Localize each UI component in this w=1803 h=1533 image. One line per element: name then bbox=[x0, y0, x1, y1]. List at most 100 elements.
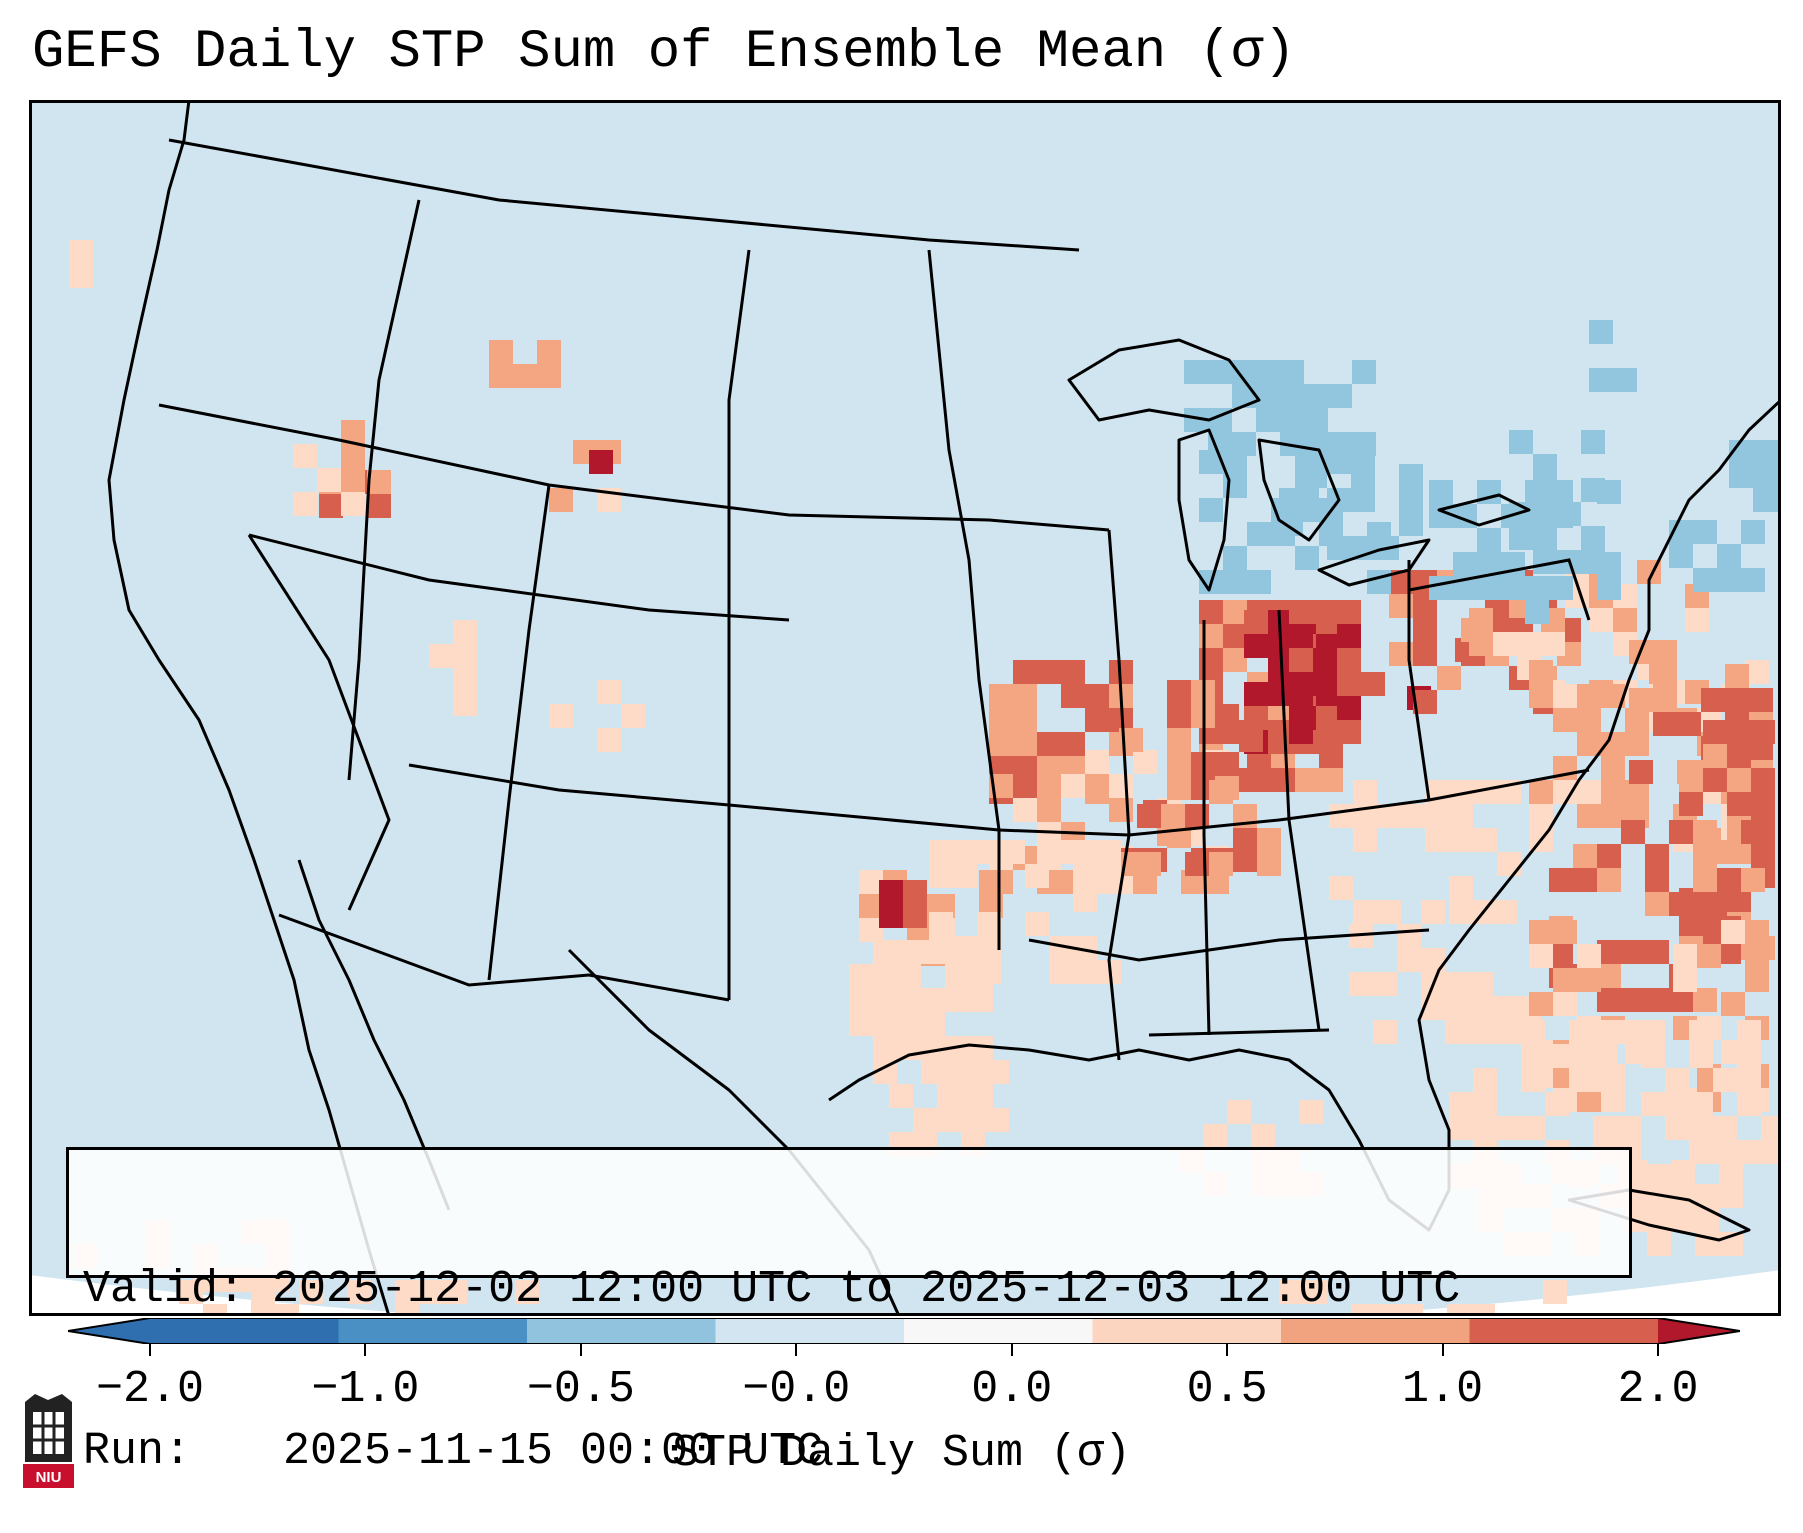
anomaly-cell bbox=[1679, 768, 1703, 792]
anomaly-cell bbox=[1577, 968, 1601, 992]
anomaly-cell bbox=[977, 960, 1001, 984]
anomaly-cell bbox=[1529, 944, 1553, 968]
anomaly-cell bbox=[1001, 840, 1025, 864]
anomaly-cell bbox=[1337, 672, 1361, 696]
anomaly-cell bbox=[1351, 488, 1375, 512]
anomaly-cell bbox=[1449, 1116, 1473, 1140]
anomaly-cell bbox=[1013, 756, 1037, 780]
anomaly-cell bbox=[879, 904, 903, 928]
anomaly-cell bbox=[1593, 1020, 1617, 1044]
colorbar-tick-label: −1.0 bbox=[311, 1364, 420, 1415]
anomaly-cell bbox=[1597, 844, 1621, 868]
anomaly-cell bbox=[1589, 368, 1613, 392]
anomaly-cell bbox=[419, 1280, 443, 1304]
anomaly-cell bbox=[1621, 820, 1645, 844]
anomaly-cell bbox=[1549, 576, 1573, 600]
anomaly-cell bbox=[1473, 1092, 1497, 1116]
anomaly-cell bbox=[1353, 780, 1377, 804]
border-row-7 bbox=[1148, 1028, 1330, 1037]
border-row-1 bbox=[158, 403, 1110, 532]
anomaly-cell bbox=[1753, 464, 1777, 488]
anomaly-cell bbox=[1593, 1044, 1617, 1068]
colorbar-tick-mark bbox=[1226, 1344, 1229, 1356]
anomaly-cell bbox=[989, 732, 1013, 756]
valid-value: 2025-12-02 12:00 UTC to 2025-12-03 12:00… bbox=[272, 1264, 1461, 1315]
anomaly-cell bbox=[1437, 666, 1461, 690]
anomaly-cell bbox=[1529, 660, 1553, 684]
anomaly-cell bbox=[1497, 1020, 1521, 1044]
anomaly-cell bbox=[1329, 804, 1353, 828]
anomaly-cell bbox=[1257, 852, 1281, 876]
anomaly-cell bbox=[1037, 774, 1061, 798]
anomaly-cell bbox=[1753, 488, 1777, 512]
valid-label: Valid: bbox=[83, 1264, 246, 1315]
anomaly-cell bbox=[1397, 948, 1421, 972]
anomaly-cell bbox=[849, 964, 873, 988]
anomaly-cell bbox=[985, 1108, 1009, 1132]
anomaly-cell bbox=[1133, 750, 1157, 774]
anomaly-cell bbox=[945, 988, 969, 1012]
anomaly-cell bbox=[1545, 1092, 1569, 1116]
anomaly-cell bbox=[1581, 478, 1605, 502]
anomaly-cell bbox=[1593, 1116, 1617, 1140]
colorbar-segments bbox=[68, 1318, 1740, 1344]
anomaly-cell bbox=[1223, 570, 1247, 594]
anomaly-cell bbox=[921, 1036, 945, 1060]
anomaly-cell bbox=[1469, 996, 1493, 1020]
anomaly-cell bbox=[1425, 828, 1449, 852]
anomaly-cell bbox=[1653, 688, 1677, 712]
colorbar-tick-mark bbox=[149, 1344, 151, 1356]
anomaly-cell bbox=[1701, 688, 1725, 712]
colorbar-tick-label: 1.0 bbox=[1402, 1364, 1484, 1415]
anomaly-cell bbox=[1013, 660, 1037, 684]
anomaly-cell bbox=[1469, 632, 1493, 656]
anomaly-cell bbox=[1184, 360, 1208, 384]
anomaly-cell bbox=[1413, 618, 1437, 642]
anomaly-cell bbox=[873, 940, 897, 964]
anomaly-cell bbox=[1721, 920, 1745, 944]
anomaly-cell bbox=[1037, 732, 1061, 756]
anomaly-cell bbox=[453, 644, 477, 668]
anomaly-cell bbox=[1725, 664, 1749, 688]
anomaly-cell bbox=[1429, 576, 1453, 600]
anomaly-cell bbox=[1167, 776, 1191, 800]
anomaly-cell bbox=[1085, 684, 1109, 708]
anomaly-cell bbox=[1037, 798, 1061, 822]
anomaly-cell bbox=[1693, 868, 1717, 892]
anomaly-cell bbox=[1597, 868, 1621, 892]
anomaly-cell bbox=[1713, 1068, 1737, 1092]
border-col-2 bbox=[247, 534, 391, 911]
anomaly-cell bbox=[1445, 1020, 1469, 1044]
anomaly-cell bbox=[1727, 744, 1751, 768]
anomaly-cell bbox=[1337, 696, 1361, 720]
map-panel bbox=[29, 100, 1781, 1316]
anomaly-cell bbox=[1577, 944, 1601, 968]
anomaly-cell bbox=[1741, 520, 1765, 544]
anomaly-cell bbox=[903, 880, 927, 904]
anomaly-cell bbox=[1493, 632, 1517, 656]
anomaly-cell bbox=[1613, 368, 1637, 392]
anomaly-cell bbox=[1337, 624, 1361, 648]
colorbar-tick-label: −0.0 bbox=[742, 1364, 851, 1415]
colorbar bbox=[68, 1318, 1740, 1344]
anomaly-cell bbox=[897, 940, 921, 964]
anomaly-cell bbox=[1247, 570, 1271, 594]
anomaly-cell bbox=[1268, 730, 1292, 754]
anomaly-cell bbox=[549, 488, 573, 512]
anomaly-cell bbox=[1289, 672, 1313, 696]
anomaly-cell bbox=[1215, 752, 1239, 776]
anomaly-cell bbox=[1671, 1184, 1695, 1208]
anomaly-cell bbox=[873, 1036, 897, 1060]
anomaly-cell bbox=[1244, 610, 1268, 634]
anomaly-cell bbox=[1553, 992, 1577, 1016]
anomaly-cell bbox=[1761, 1140, 1781, 1164]
anomaly-cell bbox=[921, 988, 945, 1012]
anomaly-cell bbox=[1280, 408, 1304, 432]
anomaly-cell bbox=[1689, 1116, 1713, 1140]
anomaly-cell bbox=[1449, 804, 1473, 828]
anomaly-cell bbox=[1549, 868, 1573, 892]
anomaly-cell bbox=[1665, 1116, 1689, 1140]
colorbar-tick-mark bbox=[1657, 1344, 1659, 1356]
anomaly-cell bbox=[1541, 632, 1565, 656]
anomaly-cell bbox=[1671, 1208, 1695, 1232]
